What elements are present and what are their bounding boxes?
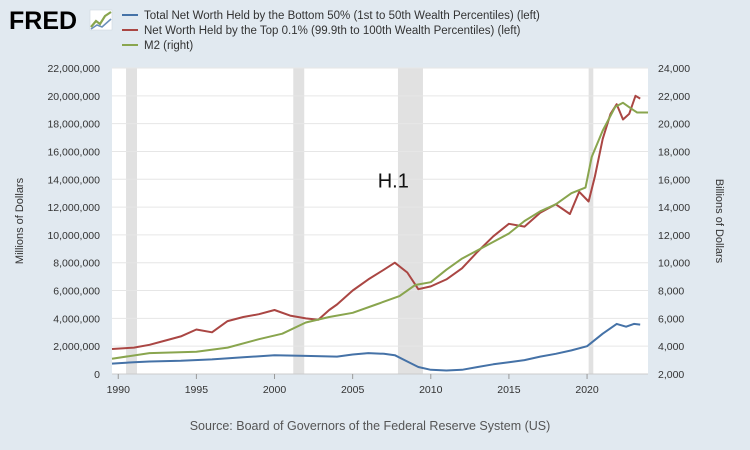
x-tick-label: 2020 <box>575 384 599 396</box>
fred-logo-text: FRED <box>9 7 77 35</box>
left-axis-title: Millions of Dollars <box>14 177 26 264</box>
right-tick-label: 6,000 <box>658 313 684 325</box>
left-tick-label: 0 <box>94 369 100 381</box>
left-tick-label: 16,000,000 <box>47 146 100 158</box>
left-tick-label: 2,000,000 <box>53 341 100 353</box>
recession-band-1 <box>126 68 138 374</box>
recession-band-2 <box>293 68 305 374</box>
x-tick-label: 2000 <box>263 384 287 396</box>
x-tick-label: 2005 <box>341 384 365 396</box>
right-tick-label: 4,000 <box>658 341 684 353</box>
legend-item-3: M2 (right) <box>144 40 193 52</box>
legend-item-1: Total Net Worth Held by the Bottom 50% (… <box>144 10 540 22</box>
chart-annotation: H.1 <box>378 171 409 193</box>
right-tick-label: 10,000 <box>658 258 690 270</box>
legend-item-2: Net Worth Held by the Top 0.1% (99.9th t… <box>144 25 521 37</box>
x-tick-label: 1995 <box>185 384 209 396</box>
left-tick-label: 4,000,000 <box>53 313 100 325</box>
source-note: Source: Board of Governors of the Federa… <box>190 419 551 433</box>
fred-chart-icon <box>89 9 113 31</box>
plot-area <box>112 68 648 374</box>
fred-logo[interactable]: FRED <box>9 7 113 35</box>
x-tick-label: 1990 <box>107 384 131 396</box>
left-tick-label: 8,000,000 <box>53 258 100 270</box>
right-axis-title: Billions of Dollars <box>713 179 725 264</box>
left-tick-label: 22,000,000 <box>47 63 100 75</box>
recession-band-3 <box>397 68 423 374</box>
left-tick-label: 6,000,000 <box>53 286 100 298</box>
right-tick-label: 24,000 <box>658 63 690 75</box>
left-tick-label: 12,000,000 <box>47 202 100 214</box>
right-tick-label: 14,000 <box>658 202 690 214</box>
series-line-m2 <box>111 101 648 360</box>
series-lines <box>111 94 648 372</box>
left-tick-label: 10,000,000 <box>47 230 100 242</box>
right-tick-label: 2,000 <box>658 369 684 381</box>
recession-band-4 <box>588 68 594 374</box>
x-tick-label: 2015 <box>497 384 521 396</box>
recession-bands <box>126 68 594 374</box>
right-axis-ticks: 2,000 4,000 6,000 8,000 10,000 12,000 14,000 16… <box>658 63 690 381</box>
right-tick-label: 8,000 <box>658 286 684 298</box>
right-tick-label: 12,000 <box>658 230 690 242</box>
series-line-top-0-1 <box>111 94 641 350</box>
series-line-bottom-50 <box>111 322 641 372</box>
left-tick-label: 20,000,000 <box>47 91 100 103</box>
right-tick-label: 22,000 <box>658 91 690 103</box>
x-tick-label: 2010 <box>419 384 443 396</box>
right-tick-label: 16,000 <box>658 174 690 186</box>
left-tick-label: 14,000,000 <box>47 174 100 186</box>
x-axis-ticks: 1990 1995 2000 2005 2010 2015 2020 <box>107 373 648 396</box>
chart-legend: Total Net Worth Held by the Bottom 50% (… <box>122 10 540 52</box>
left-axis-ticks: 0 2,000,000 4,000,000 6,000,000 8,000,000 10,… <box>47 63 100 381</box>
left-tick-label: 18,000,000 <box>47 119 100 131</box>
right-tick-label: 20,000 <box>658 119 690 131</box>
right-tick-label: 18,000 <box>658 146 690 158</box>
